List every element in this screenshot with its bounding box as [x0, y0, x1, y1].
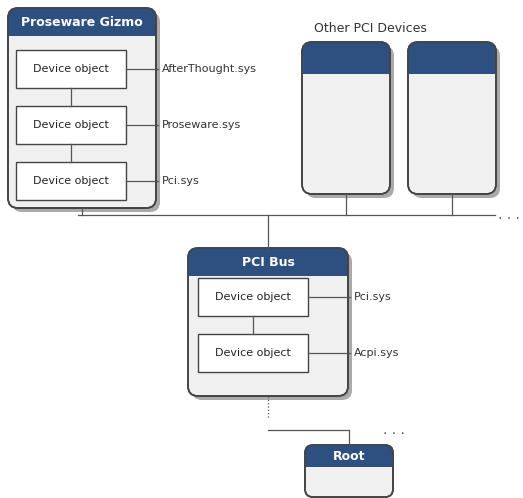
FancyBboxPatch shape	[8, 8, 156, 36]
FancyBboxPatch shape	[188, 248, 348, 396]
FancyBboxPatch shape	[302, 42, 390, 194]
Text: Proseware.sys: Proseware.sys	[162, 120, 241, 130]
FancyBboxPatch shape	[305, 445, 393, 467]
FancyBboxPatch shape	[306, 46, 394, 198]
Bar	[305, 456, 393, 467]
Bar	[16, 50, 126, 88]
Text: Device object: Device object	[33, 64, 109, 74]
Text: Device object: Device object	[33, 120, 109, 130]
Text: Root: Root	[333, 450, 365, 463]
FancyBboxPatch shape	[188, 248, 348, 276]
FancyBboxPatch shape	[408, 42, 496, 74]
Text: Device object: Device object	[33, 176, 109, 186]
Bar	[302, 58, 390, 74]
Text: Device object: Device object	[215, 292, 291, 302]
Text: Device object: Device object	[215, 348, 291, 358]
Bar	[408, 58, 496, 74]
Text: PCI Bus: PCI Bus	[242, 255, 294, 268]
FancyBboxPatch shape	[12, 12, 160, 212]
Text: . . .: . . .	[383, 423, 405, 437]
Text: Pci.sys: Pci.sys	[162, 176, 200, 186]
FancyBboxPatch shape	[192, 252, 352, 400]
Text: Other PCI Devices: Other PCI Devices	[314, 21, 426, 34]
Text: Acpi.sys: Acpi.sys	[354, 348, 400, 358]
FancyBboxPatch shape	[8, 8, 156, 208]
Bar	[8, 22, 156, 36]
Text: . . .: . . .	[498, 208, 520, 222]
Text: Proseware Gizmo: Proseware Gizmo	[21, 15, 143, 28]
Bar	[198, 334, 308, 372]
Bar	[16, 162, 126, 200]
Text: AfterThought.sys: AfterThought.sys	[162, 64, 257, 74]
Bar	[198, 278, 308, 316]
FancyBboxPatch shape	[412, 46, 500, 198]
FancyBboxPatch shape	[302, 42, 390, 74]
Text: Pci.sys: Pci.sys	[354, 292, 392, 302]
Bar	[188, 262, 348, 276]
FancyBboxPatch shape	[408, 42, 496, 194]
FancyBboxPatch shape	[305, 445, 393, 497]
Bar	[16, 106, 126, 144]
